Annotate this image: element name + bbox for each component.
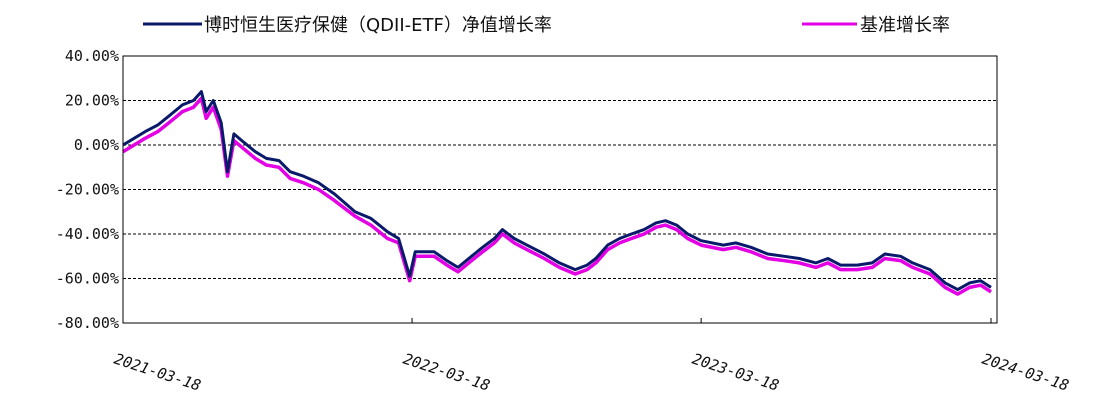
y-tick-label: -80.00% — [56, 314, 119, 332]
legend: 博时恒生医疗保健（QDII-ETF）净值增长率 基准增长率 — [143, 15, 950, 36]
plot-series — [122, 90, 992, 296]
legend-label-benchmark: 基准增长率 — [860, 15, 950, 36]
y-tick-label: -40.00% — [56, 225, 119, 243]
x-tick-label: 2023-03-18 — [690, 350, 781, 395]
x-tick-label: 2022-03-18 — [401, 350, 492, 395]
plot-frame — [122, 55, 998, 324]
x-tick-label: 2021-03-18 — [112, 350, 203, 395]
y-tick-label: -60.00% — [56, 270, 119, 288]
y-tick-label: 40.00% — [65, 47, 119, 65]
x-axis-ticks: 2021-03-18 2022-03-18 2023-03-18 2024-03-18 — [112, 318, 1071, 395]
y-tick-label: 20.00% — [65, 92, 119, 110]
series-line-fund — [122, 90, 992, 292]
y-tick-label: -20.00% — [56, 181, 119, 199]
legend-label-fund: 博时恒生医疗保健（QDII-ETF）净值增长率 — [204, 15, 552, 36]
gridlines — [123, 100, 997, 279]
x-tick-label: 2024-03-18 — [980, 350, 1071, 395]
y-tick-label: 0.00% — [74, 136, 119, 154]
y-axis-ticks: 40.00% 20.00% 0.00% -20.00% -40.00% -60.00% -8… — [56, 47, 119, 332]
